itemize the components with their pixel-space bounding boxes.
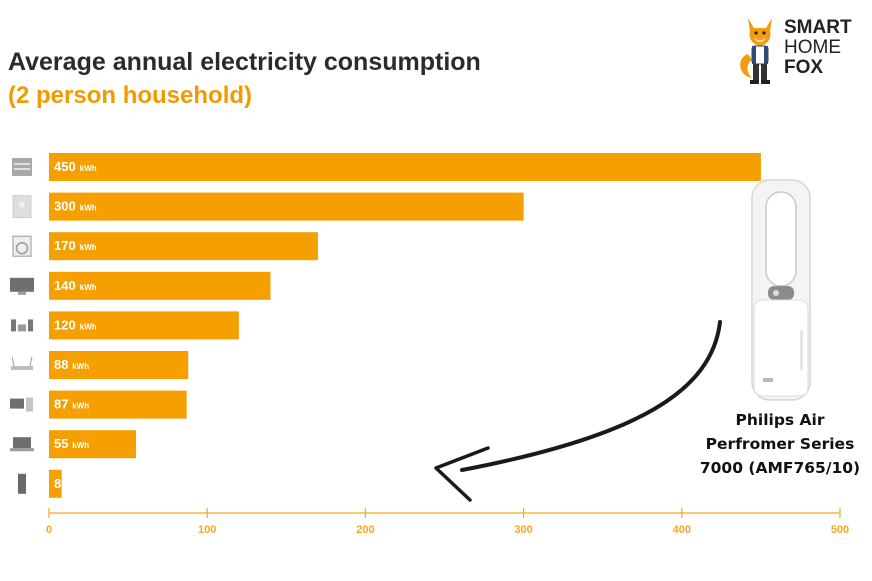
bar-value-label: 170 [54,238,76,253]
laptop-icon [10,437,34,452]
bar-value-label: 120 [54,317,76,332]
bar [49,232,318,261]
bar-unit-label: kWh [65,481,82,490]
x-tick-label: 300 [514,524,532,536]
bar-unit-label: kWh [72,402,89,411]
brand-line-home: HOME [784,37,841,58]
bar [49,390,187,419]
bar-value-label: 450 [54,159,76,174]
brand-logo: SMART HOME FOX [738,14,868,86]
bar-value-label: 8 [54,476,61,491]
x-tick-label: 200 [356,524,374,536]
chart-title: Average annual electricity consumption [8,48,481,76]
product-label: Philips Air Perfromer Series 7000 (AMF76… [699,411,861,477]
bar [49,271,271,300]
bar-value-label: 300 [54,199,76,214]
fridge-icon [12,195,32,219]
curved-arrow-icon [434,320,722,502]
brand-line-fox: FOX [784,57,824,78]
bar [49,153,761,181]
fox-mascot-icon [740,18,772,84]
chart-subtitle: (2 person household) [8,82,253,109]
bar-unit-label: kWh [72,362,89,371]
bar-value-label: 87 [54,397,68,412]
bar-unit-label: kWh [80,164,97,173]
bar-value-label: 55 [54,436,68,451]
bar-unit-label: kWh [80,204,97,213]
bar-unit-label: kWh [80,243,97,252]
stove-icon [12,158,32,176]
category-icons [10,158,34,494]
desktop-pc-icon [10,397,33,412]
brand-line-smart: SMART [784,17,852,38]
washing-machine-icon [12,235,32,257]
x-tick-label: 500 [831,524,849,536]
stereo-icon [11,319,33,332]
bars: 450 kWh 300 kWh 170 kWh 140 kWh 120 kWh 88 kWh 87 kWh… [49,153,761,498]
x-tick-label: 400 [673,524,691,536]
bar-unit-label: kWh [80,322,97,331]
bar [49,430,137,459]
bar [49,469,62,498]
bar [49,311,239,340]
air-purifier-icon [18,473,26,494]
bar-value-label: 140 [54,278,76,293]
bar-unit-label: kWh [80,283,97,292]
x-tick-label: 100 [198,524,216,536]
router-icon [11,356,33,370]
tv-icon [10,277,34,295]
bar-value-label: 88 [54,357,68,372]
bar [49,192,524,221]
x-axis: 0 100 200 300 400 500 [46,508,849,536]
x-tick-label: 0 [46,524,52,536]
bar [49,351,189,379]
air-purifier-fan-icon [751,179,811,401]
bar-unit-label: kWh [72,441,89,450]
